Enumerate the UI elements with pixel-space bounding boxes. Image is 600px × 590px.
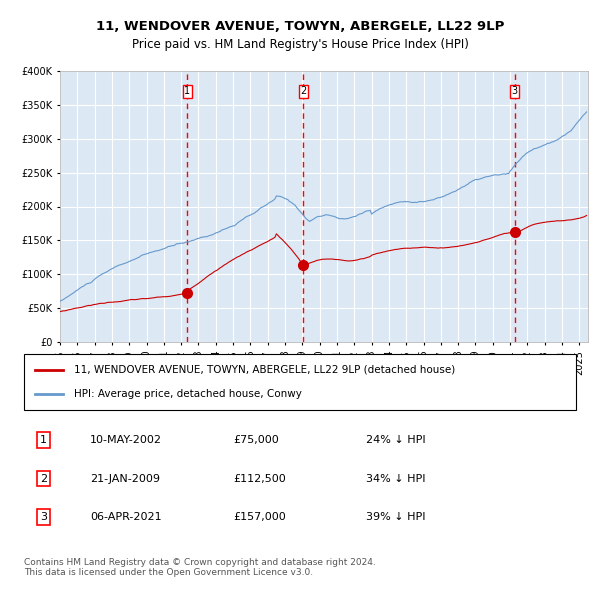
Text: 21-JAN-2009: 21-JAN-2009 <box>90 474 160 484</box>
Text: 10-MAY-2002: 10-MAY-2002 <box>90 435 162 445</box>
Text: 1: 1 <box>184 86 190 96</box>
Text: 2: 2 <box>40 474 47 484</box>
Text: £75,000: £75,000 <box>234 435 280 445</box>
Text: 24% ↓ HPI: 24% ↓ HPI <box>366 435 426 445</box>
Text: 1: 1 <box>40 435 47 445</box>
Text: 34% ↓ HPI: 34% ↓ HPI <box>366 474 426 484</box>
Text: 2: 2 <box>300 86 307 96</box>
Text: 06-APR-2021: 06-APR-2021 <box>90 512 162 522</box>
Text: £112,500: £112,500 <box>234 474 287 484</box>
Text: 3: 3 <box>40 512 47 522</box>
Text: Contains HM Land Registry data © Crown copyright and database right 2024.
This d: Contains HM Land Registry data © Crown c… <box>24 558 376 577</box>
Text: 11, WENDOVER AVENUE, TOWYN, ABERGELE, LL22 9LP (detached house): 11, WENDOVER AVENUE, TOWYN, ABERGELE, LL… <box>74 365 455 375</box>
Text: 3: 3 <box>512 86 518 96</box>
Text: HPI: Average price, detached house, Conwy: HPI: Average price, detached house, Conw… <box>74 389 302 399</box>
Text: Price paid vs. HM Land Registry's House Price Index (HPI): Price paid vs. HM Land Registry's House … <box>131 38 469 51</box>
Text: £157,000: £157,000 <box>234 512 287 522</box>
FancyBboxPatch shape <box>24 354 576 410</box>
Text: 11, WENDOVER AVENUE, TOWYN, ABERGELE, LL22 9LP: 11, WENDOVER AVENUE, TOWYN, ABERGELE, LL… <box>96 20 504 33</box>
Text: 39% ↓ HPI: 39% ↓ HPI <box>366 512 426 522</box>
